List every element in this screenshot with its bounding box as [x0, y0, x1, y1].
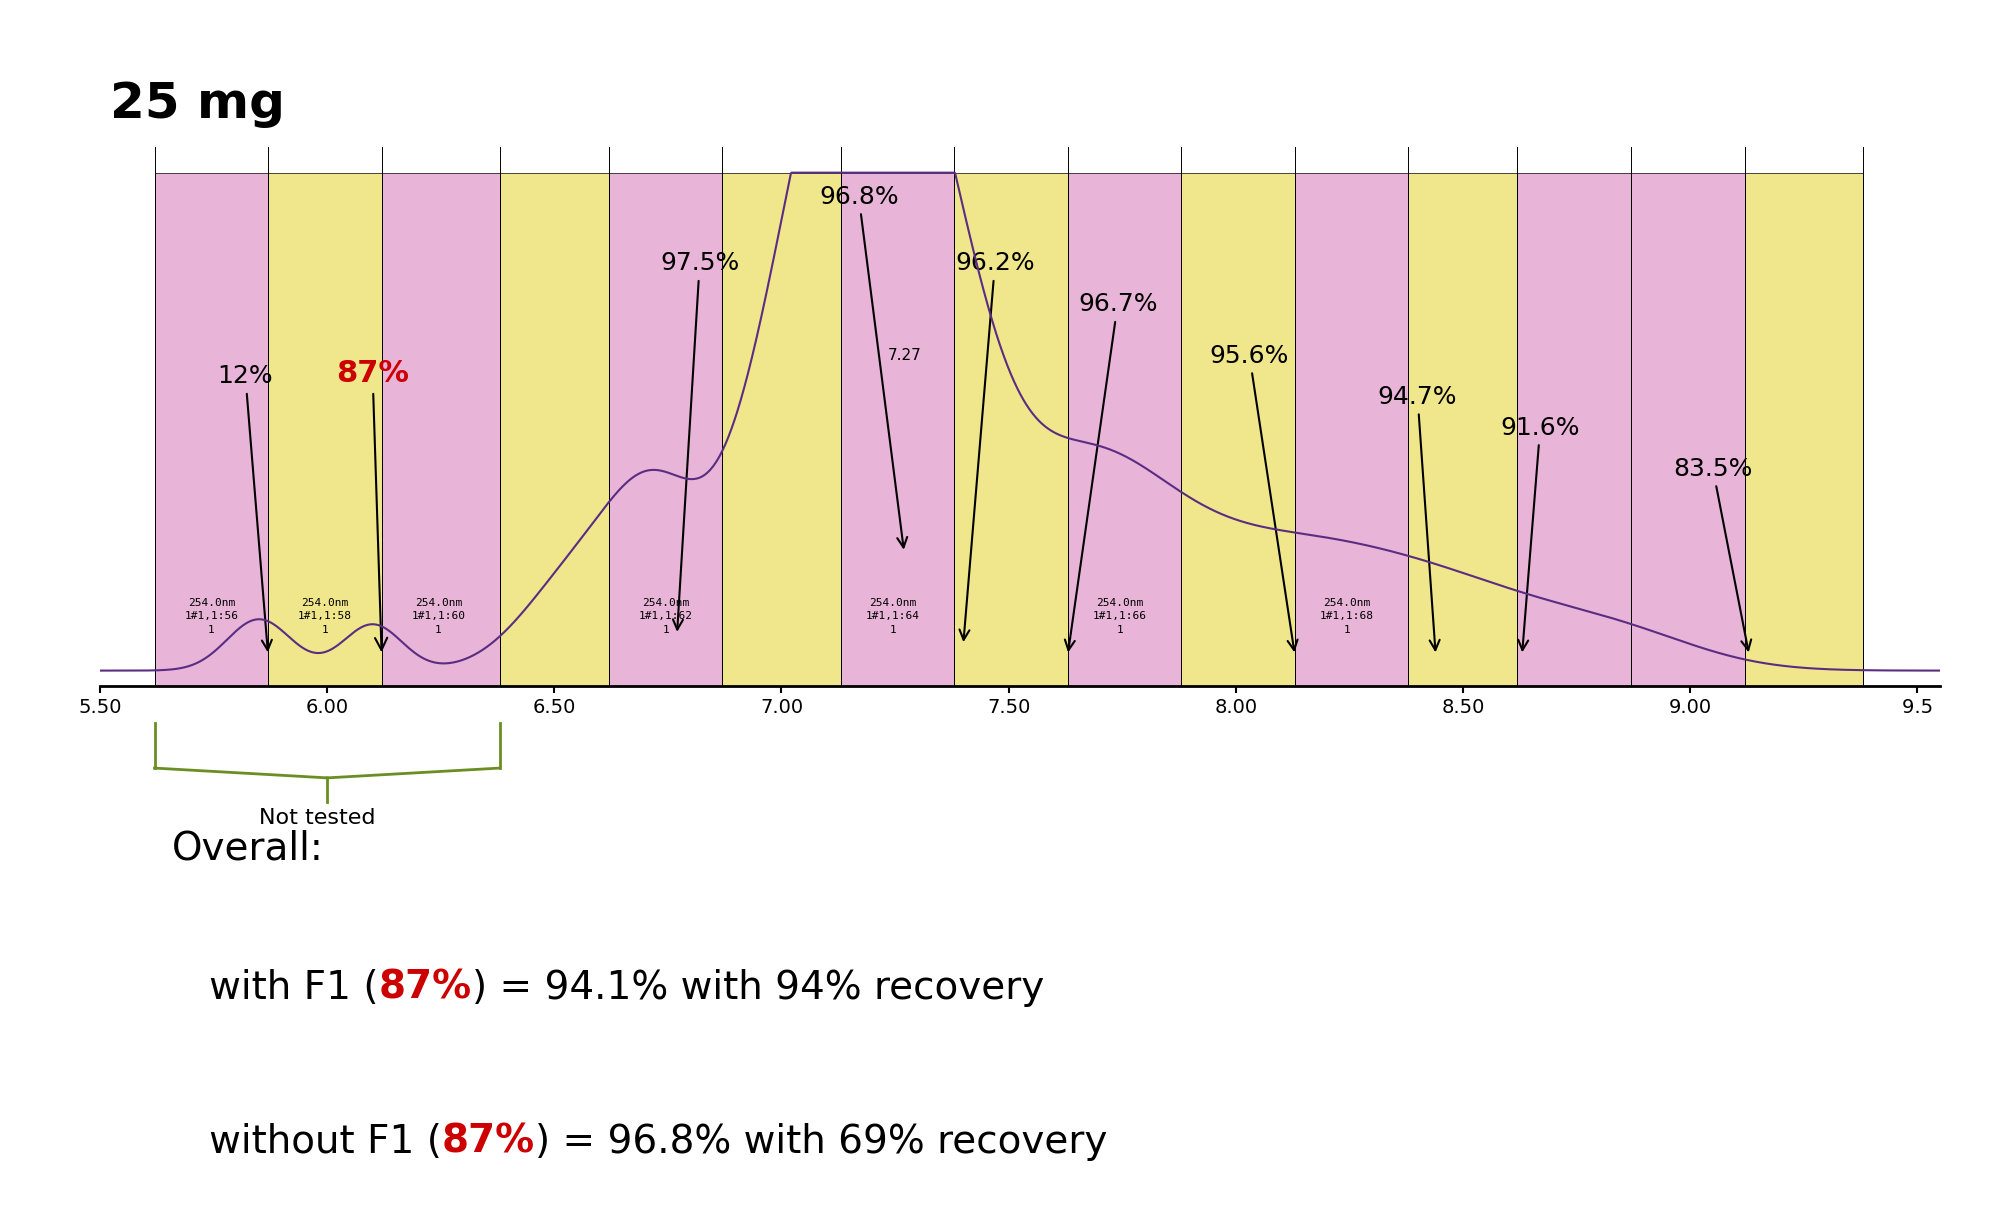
Text: 25 mg: 25 mg — [110, 80, 286, 127]
Text: 91.6%: 91.6% — [1500, 415, 1580, 650]
Bar — [722, 173, 840, 686]
Bar — [1294, 173, 1408, 686]
Text: 254.0nm
1#1,1:66
1: 254.0nm 1#1,1:66 1 — [1092, 598, 1146, 635]
Bar — [1068, 173, 1182, 686]
Bar — [500, 173, 608, 686]
Text: 254.0nm
1#1,1:62
1: 254.0nm 1#1,1:62 1 — [638, 598, 692, 635]
Text: 83.5%: 83.5% — [1674, 457, 1752, 650]
Text: 87%: 87% — [378, 969, 472, 1007]
Bar — [954, 173, 1068, 686]
Bar — [154, 173, 268, 686]
Bar — [840, 173, 954, 686]
Text: ) = 94.1% with 94% recovery: ) = 94.1% with 94% recovery — [472, 969, 1044, 1007]
Text: 254.0nm
1#1,1:58
1: 254.0nm 1#1,1:58 1 — [298, 598, 352, 635]
Text: Not tested: Not tested — [258, 808, 376, 828]
Text: without F1 (: without F1 ( — [172, 1122, 442, 1160]
Text: ) = 96.8% with 69% recovery: ) = 96.8% with 69% recovery — [536, 1122, 1108, 1160]
Text: 97.5%: 97.5% — [660, 251, 740, 630]
Text: 94.7%: 94.7% — [1378, 385, 1458, 650]
Text: 96.7%: 96.7% — [1064, 293, 1158, 650]
Bar — [608, 173, 722, 686]
Text: 87%: 87% — [336, 359, 410, 650]
Text: 254.0nm
1#1,1:64
1: 254.0nm 1#1,1:64 1 — [866, 598, 920, 635]
Text: with F1 (: with F1 ( — [172, 969, 378, 1007]
Text: 96.8%: 96.8% — [818, 185, 908, 548]
Text: 254.0nm
1#1,1:68
1: 254.0nm 1#1,1:68 1 — [1320, 598, 1374, 635]
Text: 12%: 12% — [218, 364, 274, 650]
Text: 87%: 87% — [442, 1122, 536, 1160]
Text: 96.2%: 96.2% — [956, 251, 1034, 639]
Text: 254.0nm
1#1,1:56
1: 254.0nm 1#1,1:56 1 — [184, 598, 238, 635]
Bar — [1744, 173, 1862, 686]
Bar — [1182, 173, 1294, 686]
Bar — [268, 173, 382, 686]
Text: 7.27: 7.27 — [888, 348, 922, 363]
Bar — [1632, 173, 1744, 686]
Text: 254.0nm
1#1,1:60
1: 254.0nm 1#1,1:60 1 — [412, 598, 466, 635]
Text: Overall:: Overall: — [172, 829, 324, 867]
Bar — [1408, 173, 1518, 686]
Bar — [1518, 173, 1632, 686]
Text: 95.6%: 95.6% — [1210, 344, 1298, 650]
Bar — [382, 173, 500, 686]
